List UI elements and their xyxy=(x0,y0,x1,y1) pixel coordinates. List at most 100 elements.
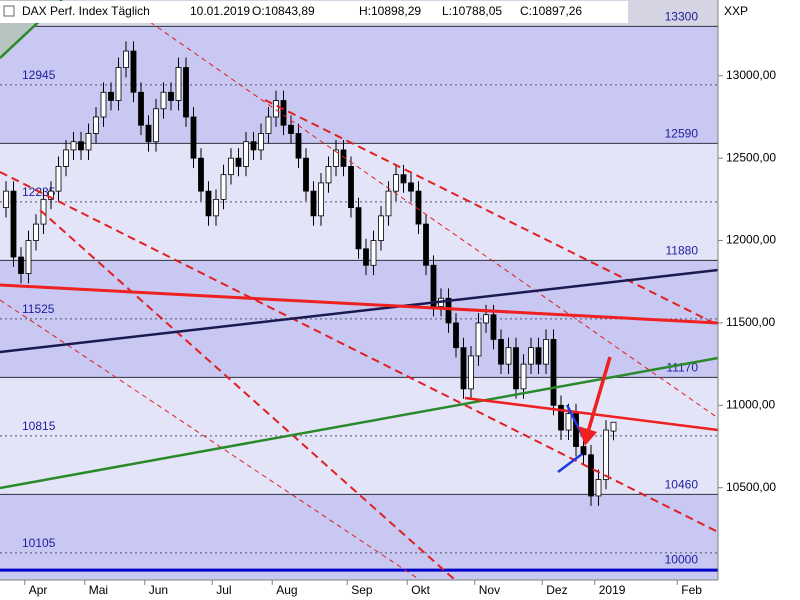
candle-body xyxy=(55,166,62,192)
candle-body xyxy=(303,157,309,192)
candle-body xyxy=(18,256,24,274)
candle-body xyxy=(393,174,399,192)
x-tick-label: Jun xyxy=(149,583,168,597)
candle-body xyxy=(220,174,227,200)
candle-body xyxy=(198,157,204,192)
candle-body xyxy=(183,67,189,118)
candle-body xyxy=(25,240,32,274)
candles xyxy=(3,41,617,506)
candle-body xyxy=(258,133,264,151)
date: 10.01.2019 xyxy=(190,4,250,18)
y-tick-label: 10500,00 xyxy=(726,480,776,494)
x-tick-label: Jul xyxy=(216,583,231,597)
candle-body xyxy=(565,413,572,431)
axis-label: XXP xyxy=(724,4,748,18)
candle-body xyxy=(295,133,302,159)
candle-body xyxy=(423,223,429,266)
candle-body xyxy=(175,67,182,101)
candle-body xyxy=(490,314,497,340)
x-axis-area xyxy=(0,580,800,600)
candle-body xyxy=(348,166,354,209)
level-label: 10815 xyxy=(22,419,56,433)
candle-body xyxy=(588,454,594,497)
candle-body xyxy=(190,116,197,159)
channel-line xyxy=(39,209,456,581)
level-label: 11880 xyxy=(666,244,699,258)
candle-body xyxy=(385,190,392,217)
low-value: L:10788,05 xyxy=(442,4,502,18)
level-label: 12590 xyxy=(665,127,699,141)
candle-body xyxy=(378,215,384,241)
x-tick-label: Mai xyxy=(89,583,108,597)
candle-body xyxy=(468,355,474,390)
candle-body xyxy=(250,141,257,151)
chart-title: DAX Perf. Index Täglich xyxy=(22,4,150,18)
trend-line xyxy=(0,268,719,354)
candle-body xyxy=(33,223,39,241)
level-label: 10105 xyxy=(22,536,56,550)
candle-body xyxy=(603,429,609,480)
level-label: 11525 xyxy=(22,302,55,316)
candle-body xyxy=(595,479,602,497)
x-tick-label: Okt xyxy=(411,583,430,597)
x-tick-label: Aug xyxy=(276,583,297,597)
candle-body xyxy=(288,124,294,134)
level-label: 10000 xyxy=(665,552,699,566)
candle-body xyxy=(205,190,212,217)
y-tick-label: 11000,00 xyxy=(726,398,775,412)
candle-body xyxy=(115,67,122,101)
y-tick-label: 11500,00 xyxy=(726,315,775,329)
band xyxy=(0,494,718,580)
candle-body xyxy=(243,141,249,167)
candle-body xyxy=(63,149,69,167)
channel-line xyxy=(0,171,719,533)
x-tick-label: Sep xyxy=(351,583,373,597)
trend-line xyxy=(0,356,719,490)
x-tick-label: Feb xyxy=(681,583,702,597)
x-tick-label: Apr xyxy=(29,583,48,597)
arrow xyxy=(586,356,612,433)
x-tick-label: 2019 xyxy=(599,583,626,597)
candle-body xyxy=(130,50,137,93)
candle-body xyxy=(535,347,542,365)
pattern-line xyxy=(557,453,583,473)
header-icon xyxy=(3,5,15,17)
trend-line xyxy=(0,283,719,325)
candle-body xyxy=(610,421,617,432)
candle-body xyxy=(10,190,17,258)
candle-body xyxy=(70,141,77,151)
candle-body xyxy=(273,100,279,118)
candle-body xyxy=(370,240,377,266)
candle-body xyxy=(505,347,512,365)
level-label: 13300 xyxy=(665,10,699,24)
candle-body xyxy=(580,446,587,456)
candle-body xyxy=(100,91,107,118)
candle-body xyxy=(265,116,272,134)
candle-body xyxy=(318,182,324,217)
candle-body xyxy=(85,133,92,151)
candle-body xyxy=(138,91,144,126)
candle-body xyxy=(280,100,287,126)
y-tick-label: 12000,00 xyxy=(726,233,776,247)
candle-body xyxy=(235,157,242,167)
candle-body xyxy=(475,322,482,357)
candle-body xyxy=(310,190,317,217)
candle-body xyxy=(123,50,129,68)
y-tick-label: 12500,00 xyxy=(726,150,776,164)
candle-body xyxy=(483,314,489,324)
candle-body xyxy=(3,190,9,209)
candle-body xyxy=(550,339,557,406)
level-label: 12945 xyxy=(22,68,56,82)
candle-body xyxy=(400,174,407,184)
level-label: 10460 xyxy=(665,477,699,491)
candle-body xyxy=(160,91,167,110)
candle-body xyxy=(528,347,534,365)
candle-body xyxy=(498,339,504,365)
arrow-head xyxy=(578,426,597,446)
candle-body xyxy=(543,339,549,365)
x-tick-label: Nov xyxy=(479,583,500,597)
candle-body xyxy=(145,124,152,143)
x-tick-label: Dez xyxy=(546,583,567,597)
